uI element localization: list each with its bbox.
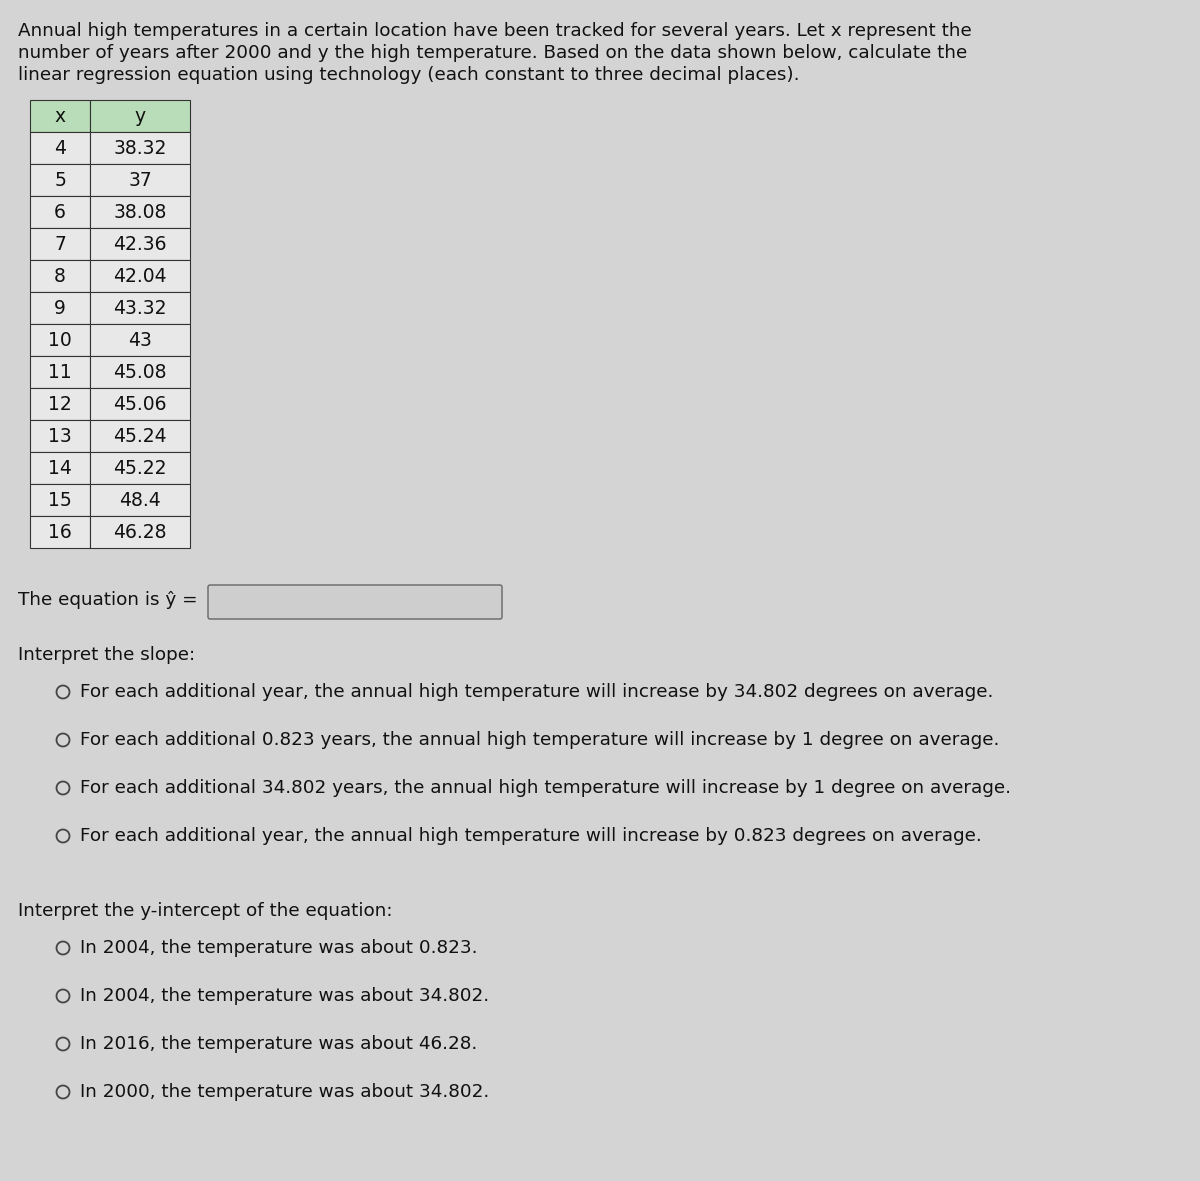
Bar: [90, 484, 190, 516]
FancyBboxPatch shape: [208, 585, 502, 619]
Text: linear regression equation using technology (each constant to three decimal plac: linear regression equation using technol…: [18, 66, 799, 84]
Text: 15: 15: [48, 490, 72, 509]
Text: y: y: [134, 106, 145, 125]
Text: 6: 6: [54, 202, 66, 222]
Text: 48.4: 48.4: [119, 490, 161, 509]
Text: 14: 14: [48, 458, 72, 477]
Text: For each additional year, the annual high temperature will increase by 34.802 de: For each additional year, the annual hig…: [80, 683, 994, 702]
Text: number of years after 2000 and y the high temperature. Based on the data shown b: number of years after 2000 and y the hig…: [18, 44, 967, 61]
Text: Annual high temperatures in a certain location have been tracked for several yea: Annual high temperatures in a certain lo…: [18, 22, 972, 40]
Text: 12: 12: [48, 394, 72, 413]
Text: In 2016, the temperature was about 46.28.: In 2016, the temperature was about 46.28…: [80, 1035, 478, 1053]
Bar: [90, 164, 190, 196]
Bar: [90, 324, 190, 355]
Text: For each additional 34.802 years, the annual high temperature will increase by 1: For each additional 34.802 years, the an…: [80, 779, 1010, 797]
Bar: [90, 420, 190, 452]
Text: Interpret the y-intercept of the equation:: Interpret the y-intercept of the equatio…: [18, 902, 392, 920]
Bar: [30, 100, 90, 132]
Text: Interpret the slope:: Interpret the slope:: [18, 646, 196, 664]
Bar: [30, 452, 90, 484]
Text: For each additional year, the annual high temperature will increase by 0.823 deg: For each additional year, the annual hig…: [80, 827, 982, 844]
Text: For each additional 0.823 years, the annual high temperature will increase by 1 : For each additional 0.823 years, the ann…: [80, 731, 1000, 749]
Bar: [30, 164, 90, 196]
Bar: [30, 324, 90, 355]
Text: 45.24: 45.24: [113, 426, 167, 445]
Bar: [30, 228, 90, 260]
Bar: [30, 132, 90, 164]
Text: 46.28: 46.28: [113, 522, 167, 542]
Bar: [90, 452, 190, 484]
Bar: [30, 292, 90, 324]
Bar: [90, 132, 190, 164]
Text: 45.08: 45.08: [113, 363, 167, 381]
Bar: [30, 389, 90, 420]
Text: 38.32: 38.32: [113, 138, 167, 157]
Text: x: x: [54, 106, 66, 125]
Text: 42.04: 42.04: [113, 267, 167, 286]
Text: 4: 4: [54, 138, 66, 157]
Bar: [30, 260, 90, 292]
Text: 9: 9: [54, 299, 66, 318]
Text: 10: 10: [48, 331, 72, 350]
Text: 37: 37: [128, 170, 152, 189]
Bar: [90, 228, 190, 260]
Bar: [90, 292, 190, 324]
Bar: [30, 196, 90, 228]
Bar: [90, 260, 190, 292]
Text: 11: 11: [48, 363, 72, 381]
Text: The equation is ŷ =: The equation is ŷ =: [18, 590, 198, 609]
Text: 43.32: 43.32: [113, 299, 167, 318]
Text: In 2000, the temperature was about 34.802.: In 2000, the temperature was about 34.80…: [80, 1083, 490, 1101]
Bar: [30, 420, 90, 452]
Bar: [90, 355, 190, 389]
Text: 38.08: 38.08: [113, 202, 167, 222]
Bar: [90, 100, 190, 132]
Text: 5: 5: [54, 170, 66, 189]
Text: 13: 13: [48, 426, 72, 445]
Text: 8: 8: [54, 267, 66, 286]
Text: 42.36: 42.36: [113, 235, 167, 254]
Text: 16: 16: [48, 522, 72, 542]
Bar: [30, 484, 90, 516]
Bar: [30, 516, 90, 548]
Bar: [90, 516, 190, 548]
Bar: [90, 389, 190, 420]
Text: In 2004, the temperature was about 34.802.: In 2004, the temperature was about 34.80…: [80, 987, 490, 1005]
Bar: [90, 196, 190, 228]
Bar: [30, 355, 90, 389]
Text: 7: 7: [54, 235, 66, 254]
Text: 43: 43: [128, 331, 152, 350]
Text: 45.06: 45.06: [113, 394, 167, 413]
Text: In 2004, the temperature was about 0.823.: In 2004, the temperature was about 0.823…: [80, 939, 478, 957]
Text: 45.22: 45.22: [113, 458, 167, 477]
